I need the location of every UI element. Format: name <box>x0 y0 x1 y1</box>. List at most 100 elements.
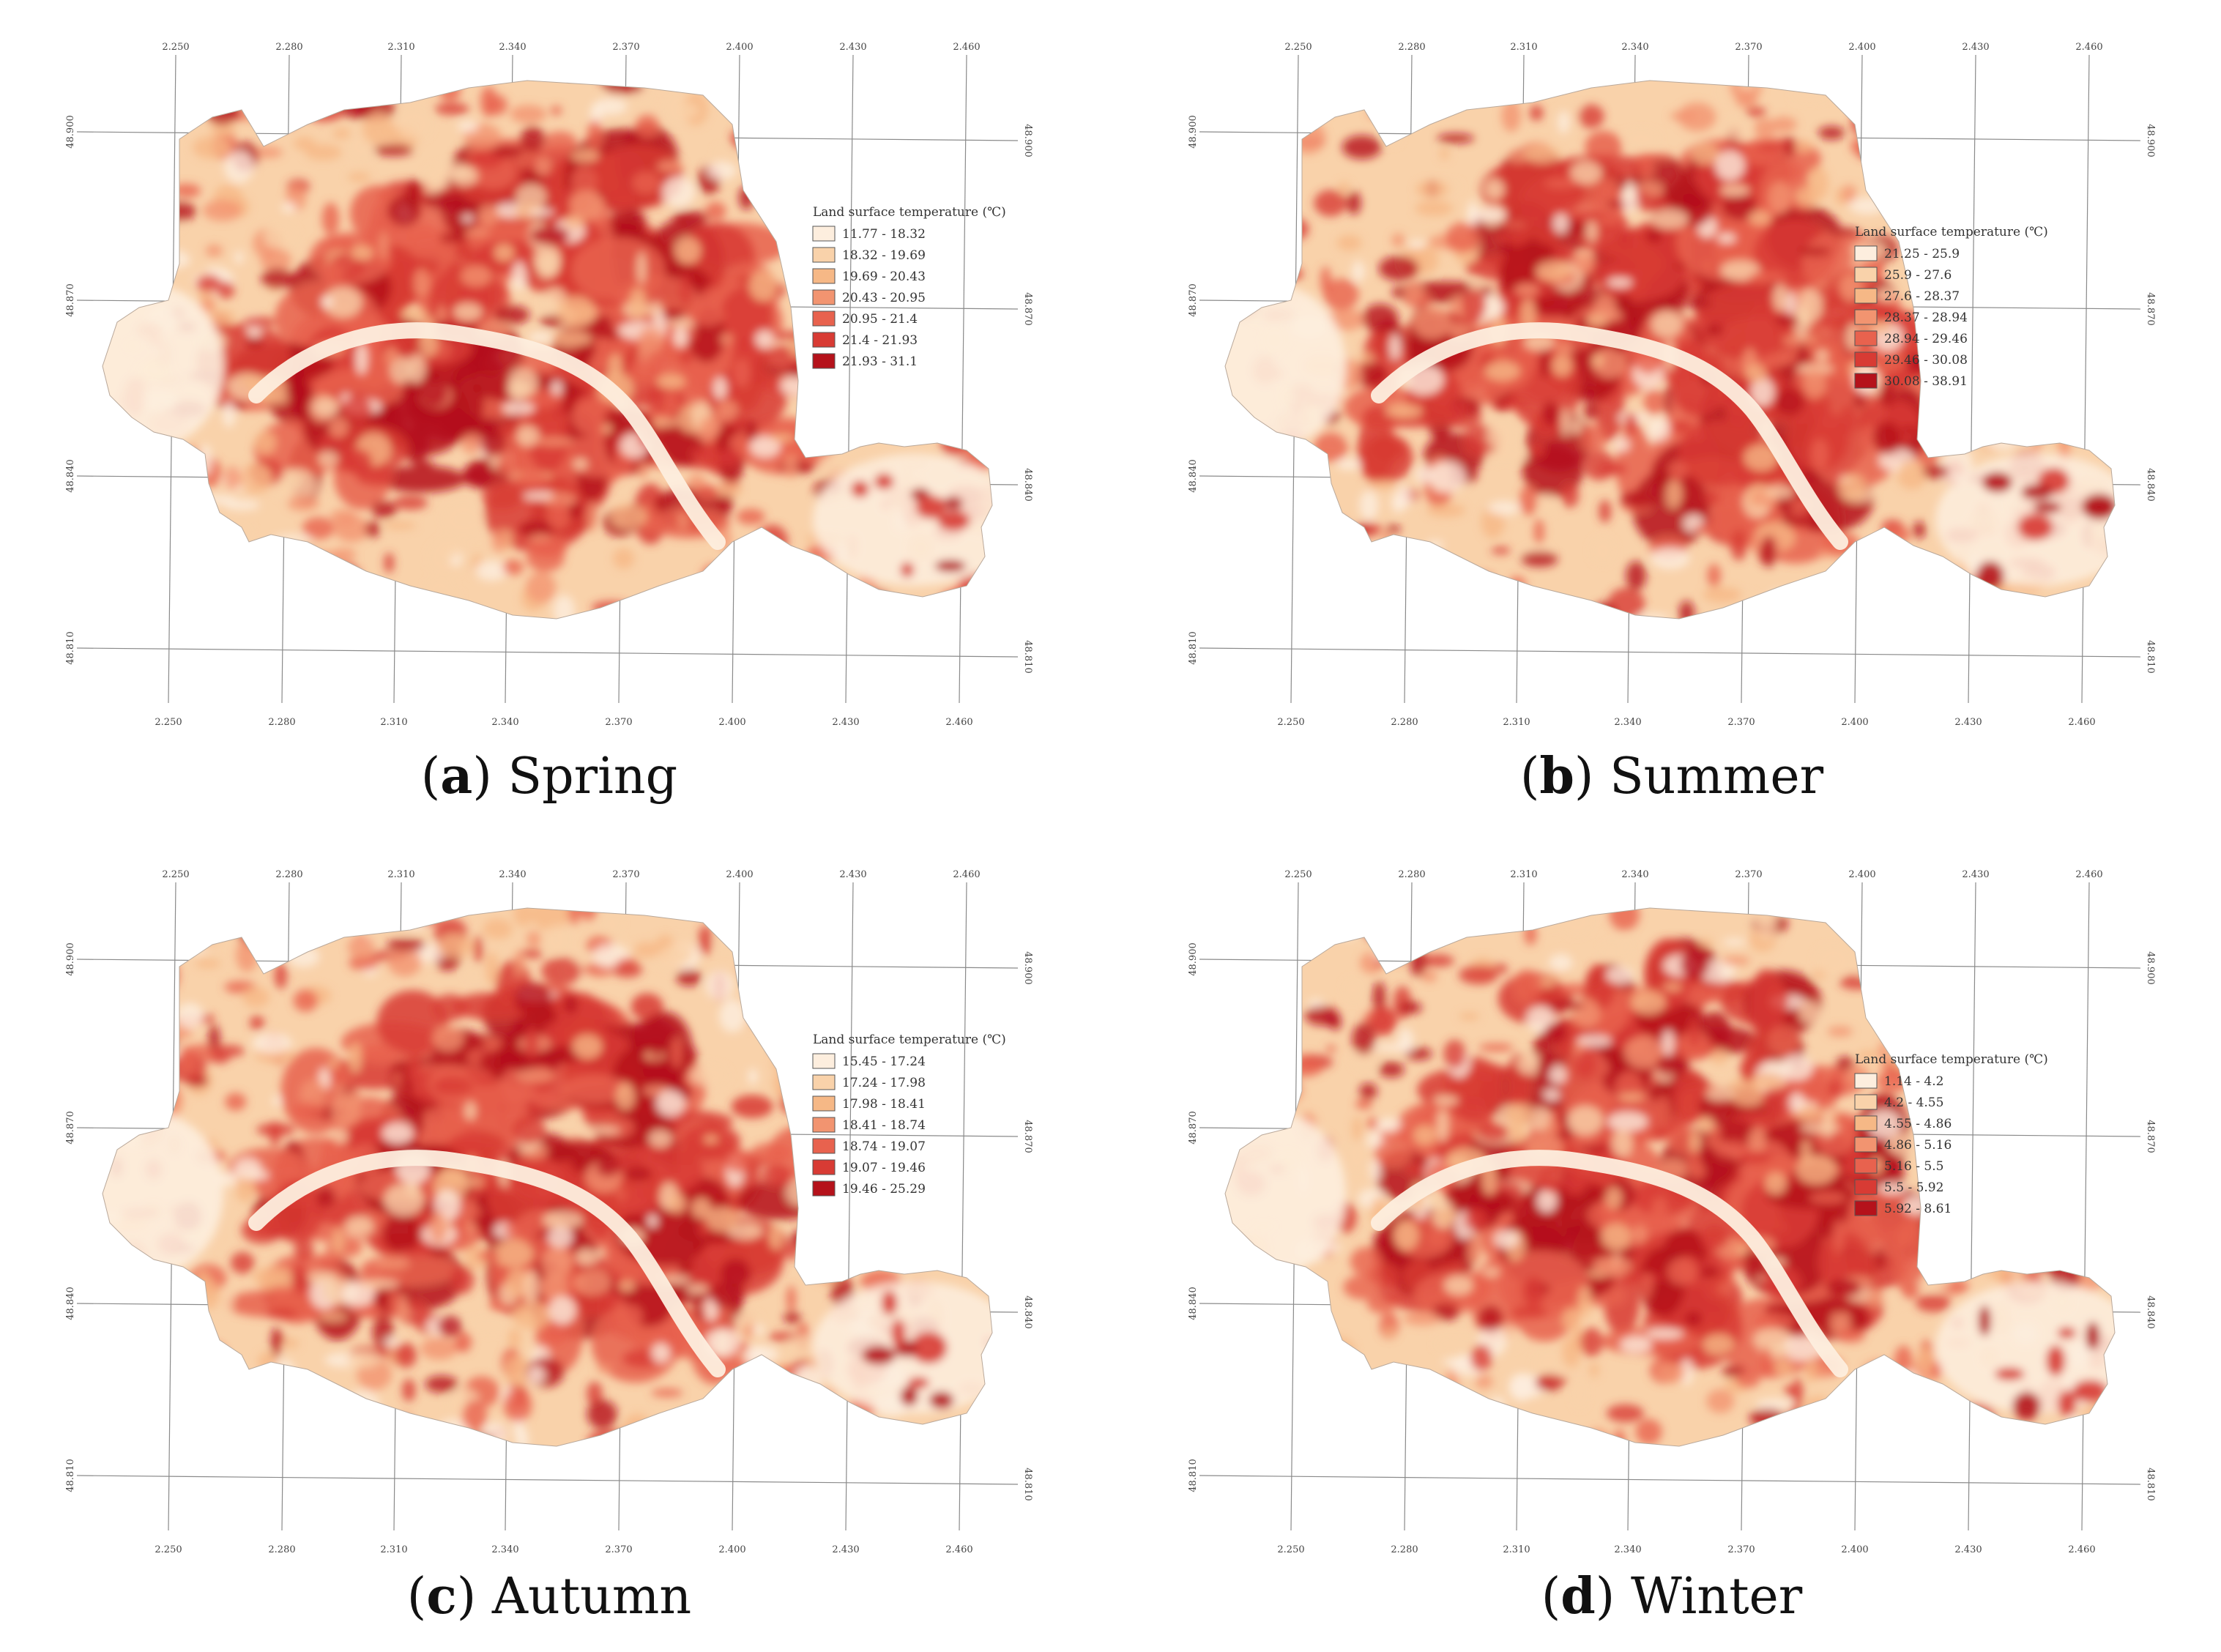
lat-tick-right: 48.840 <box>2145 468 2156 502</box>
lon-tick-top: 2.340 <box>499 42 526 53</box>
legend-swatch <box>812 353 836 369</box>
lon-tick-bottom: 2.430 <box>1954 1544 1982 1555</box>
legend-title: Land surface temperature (℃) <box>1855 225 2048 239</box>
legend-class-label: 25.9 - 27.6 <box>1884 268 1952 283</box>
lat-tick-right: 48.870 <box>2145 292 2156 326</box>
lon-tick-top: 2.250 <box>162 42 189 53</box>
temperature-surface <box>103 908 992 1446</box>
lat-tick-left: 48.840 <box>65 459 76 493</box>
legend-swatch <box>1854 1115 1878 1131</box>
lon-tick-top: 2.460 <box>953 869 980 880</box>
temperature-surface <box>1225 81 2115 619</box>
lon-tick-top: 2.370 <box>1735 42 1762 53</box>
lon-tick-top: 2.310 <box>1510 869 1537 880</box>
meridian-line <box>845 54 854 704</box>
meridian-line <box>2081 882 2090 1531</box>
panel-letter: d <box>1560 1567 1596 1626</box>
lon-tick-top: 2.250 <box>1284 869 1312 880</box>
legend-swatch <box>1854 288 1878 304</box>
legend-class-label: 1.14 - 4.2 <box>1884 1074 1943 1089</box>
legend: Land surface temperature (℃) 21.25 - 25.9… <box>1854 225 2048 389</box>
lst-map: 2.250 2.250 2.280 2.280 2.310 2.310 2.340 2.340… <box>65 869 1033 1555</box>
lon-tick-top: 2.460 <box>2075 42 2102 53</box>
panel-caption: (d) Winter <box>1541 1567 1803 1626</box>
panel-summer: 2.250 2.250 2.280 2.280 2.310 2.310 2.340 2.340… <box>1123 0 2221 813</box>
lon-tick-top: 2.280 <box>275 42 302 53</box>
legend-swatch <box>1854 330 1878 346</box>
legend-class-label: 17.24 - 17.98 <box>842 1076 926 1090</box>
lat-tick-right: 48.900 <box>1022 951 1033 985</box>
lst-map: 2.250 2.250 2.280 2.280 2.310 2.310 2.340 2.340… <box>65 42 1033 728</box>
meridian-line <box>1968 882 1976 1531</box>
lon-tick-bottom: 2.460 <box>2068 1544 2095 1555</box>
lon-tick-top: 2.370 <box>612 869 639 880</box>
lon-tick-bottom: 2.340 <box>491 717 518 728</box>
legend-swatch <box>812 1159 836 1175</box>
legend-class-label: 18.74 - 19.07 <box>842 1139 926 1154</box>
lon-tick-bottom: 2.340 <box>1614 1544 1641 1555</box>
legend: Land surface temperature (℃) 15.45 - 17.2… <box>812 1032 1006 1197</box>
lon-tick-bottom: 2.280 <box>1391 1544 1418 1555</box>
legend-class-label: 18.41 - 18.74 <box>842 1118 926 1133</box>
legend-class-label: 21.93 - 31.1 <box>842 354 918 369</box>
legend-swatch <box>812 1074 836 1090</box>
legend-class-label: 4.55 - 4.86 <box>1884 1117 1952 1131</box>
lat-tick-left: 48.870 <box>1188 283 1199 317</box>
legend-swatch <box>812 289 836 305</box>
season-label: Winter <box>1630 1568 1803 1626</box>
lat-tick-left: 48.840 <box>1188 459 1199 493</box>
lat-tick-right: 48.810 <box>2145 640 2156 674</box>
lat-tick-right: 48.900 <box>1022 124 1033 157</box>
lat-tick-right: 48.870 <box>1022 1120 1033 1153</box>
legend-swatch <box>812 268 836 284</box>
lat-tick-right: 48.810 <box>1022 1467 1033 1501</box>
legend-swatch <box>1854 1136 1878 1153</box>
lat-tick-left: 48.900 <box>65 115 76 149</box>
lat-tick-right: 48.810 <box>1022 640 1033 674</box>
city-boundary <box>1224 80 2116 620</box>
lon-tick-bottom: 2.460 <box>945 717 972 728</box>
legend-swatch <box>1854 1094 1878 1110</box>
city-boundary <box>1224 907 2116 1447</box>
legend: Land surface temperature (℃) 11.77 - 18.3… <box>812 205 1006 369</box>
legend-class-label: 19.46 - 25.29 <box>842 1182 926 1197</box>
legend-swatch <box>812 1117 836 1133</box>
season-label: Summer <box>1610 748 1824 805</box>
legend-class-label: 5.92 - 8.61 <box>1884 1202 1952 1216</box>
legend-class-label: 4.2 - 4.55 <box>1884 1095 1943 1110</box>
legend-swatch <box>1854 245 1878 261</box>
temperature-surface <box>103 81 992 619</box>
lon-tick-top: 2.310 <box>387 42 414 53</box>
lon-tick-bottom: 2.340 <box>491 1544 518 1555</box>
lat-tick-left: 48.840 <box>65 1287 76 1320</box>
lon-tick-top: 2.340 <box>1621 869 1648 880</box>
lon-tick-top: 2.280 <box>275 869 302 880</box>
legend-class-label: 28.94 - 29.46 <box>1884 332 1968 346</box>
lat-tick-right: 48.840 <box>1022 1295 1033 1329</box>
panel-autumn: 2.250 2.250 2.280 2.280 2.310 2.310 2.340 2.340… <box>0 827 1098 1640</box>
lon-tick-top: 2.430 <box>839 869 866 880</box>
legend-swatch <box>812 1138 836 1154</box>
parallel-line <box>76 647 1019 658</box>
parallel-line <box>76 1475 1019 1485</box>
legend-swatch <box>1854 1179 1878 1195</box>
lon-tick-bottom: 2.460 <box>945 1544 972 1555</box>
temperature-surface <box>1225 908 2115 1446</box>
lat-tick-left: 48.870 <box>65 1111 76 1145</box>
lat-tick-left: 48.810 <box>65 1459 76 1492</box>
city-boundary <box>102 907 993 1447</box>
lat-tick-right: 48.870 <box>1022 292 1033 326</box>
lat-tick-right: 48.870 <box>2145 1120 2156 1153</box>
lon-tick-bottom: 2.340 <box>1614 717 1641 728</box>
legend-class-label: 17.98 - 18.41 <box>842 1097 926 1112</box>
legend-swatch <box>812 310 836 327</box>
panel-spring: 2.250 2.250 2.280 2.280 2.310 2.310 2.340 2.340… <box>0 0 1098 813</box>
season-label: Autumn <box>491 1568 692 1626</box>
lat-tick-left: 48.870 <box>1188 1111 1199 1145</box>
lon-tick-bottom: 2.310 <box>1503 1544 1530 1555</box>
lat-tick-left: 48.810 <box>1188 631 1199 665</box>
lon-tick-top: 2.400 <box>1848 42 1875 53</box>
seine-river <box>1371 1150 1848 1377</box>
lon-tick-bottom: 2.430 <box>1954 717 1982 728</box>
lon-tick-bottom: 2.310 <box>1503 717 1530 728</box>
